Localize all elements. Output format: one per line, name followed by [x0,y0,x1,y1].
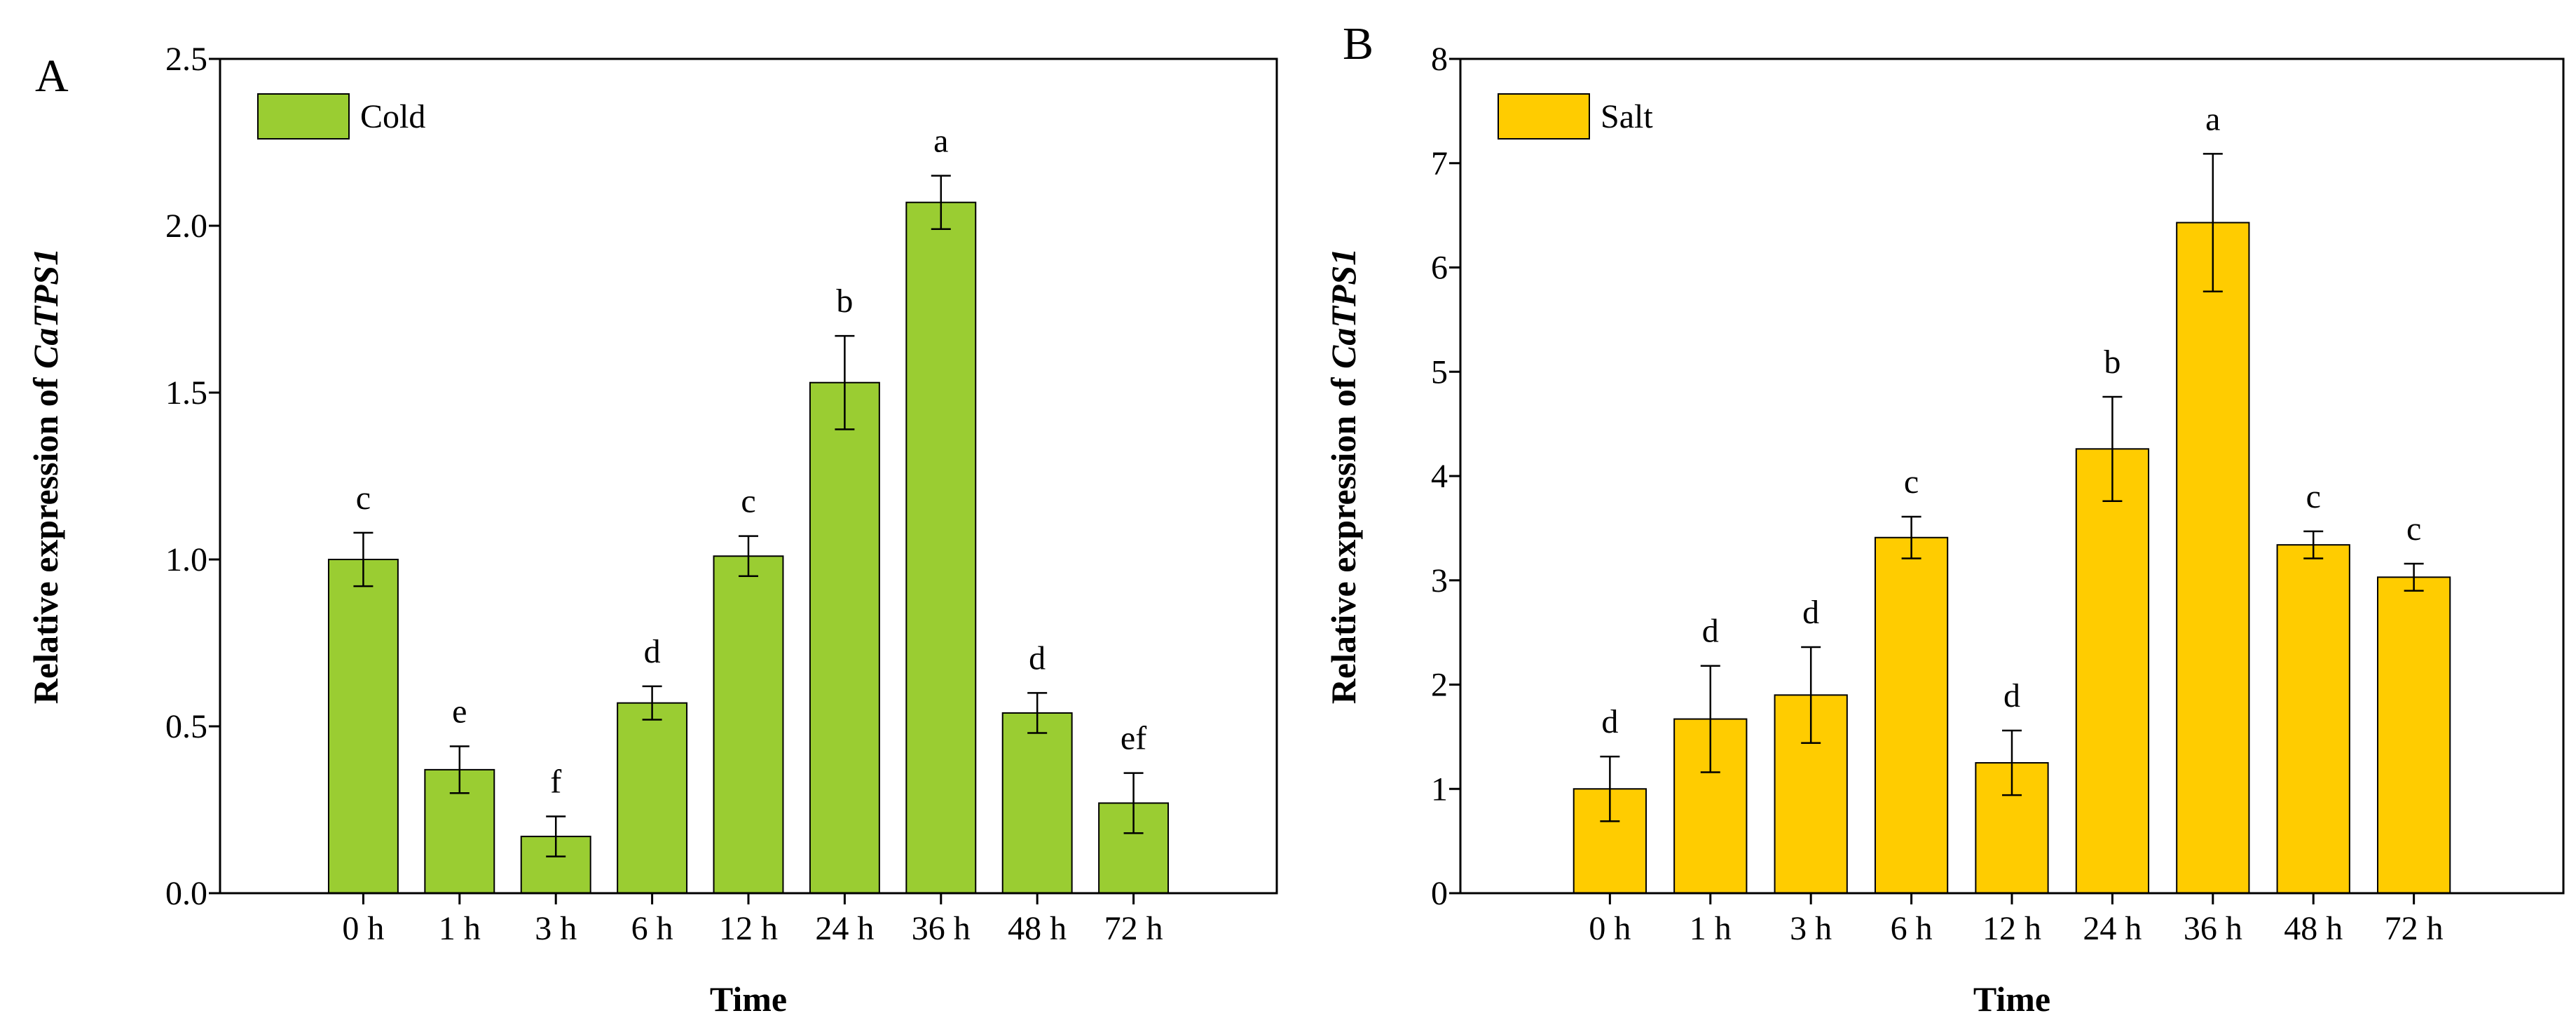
significance-letter: d [1802,594,1819,631]
x-tick-label: 0 h [342,910,384,947]
x-tick-label: 3 h [535,910,577,947]
significance-letter: ef [1121,720,1146,757]
bar [2377,576,2451,894]
bar [327,559,399,894]
significance-letter: a [2205,100,2220,137]
x-tick-label: 12 h [1982,910,2041,947]
panel-label: B [1343,18,1373,69]
significance-letter: f [550,763,561,801]
bar [2075,448,2150,894]
significance-letter: a [933,123,948,160]
plot-frame [1459,57,2565,895]
x-tick-label: 48 h [2284,910,2343,947]
significance-letter: b [836,283,853,320]
bar [713,555,784,894]
y-tick-label: 0 [1431,875,1448,912]
significance-letter: d [1702,613,1719,650]
y-tick-label: 2 [1431,667,1448,704]
significance-letter: e [452,693,467,731]
x-tick-label: 24 h [815,910,874,947]
y-axis-title: Relative expression of CaTPS1 [1324,248,1363,704]
y-tick-label: 4 [1431,458,1448,495]
legend-label: Salt [1601,98,1653,135]
significance-letter: c [356,480,371,517]
bar [2176,222,2250,895]
significance-letter: d [1601,703,1618,740]
x-axis-title: Time [710,979,787,1019]
y-axis-title-gene: CaTPS1 [1324,248,1363,369]
significance-letter: c [741,483,755,520]
y-axis-title: Relative expression of CaTPS1 [26,248,65,704]
x-tick-label: 12 h [719,910,778,947]
bar [809,381,880,894]
x-tick-label: 36 h [912,910,971,947]
panel-label: A [35,50,69,102]
bar [1874,536,1949,894]
significance-letter: c [2406,510,2421,548]
bar [1001,712,1073,895]
x-tick-label: 24 h [2083,910,2142,947]
significance-letter: b [2104,344,2121,381]
x-tick-label: 1 h [439,910,481,947]
y-tick-label: 2.0 [165,208,207,245]
legend-swatch [1498,93,1590,140]
y-tick-label: 7 [1431,145,1448,182]
y-tick-label: 2.5 [165,41,207,78]
y-tick-label: 6 [1431,250,1448,287]
bar [2276,544,2350,894]
x-axis-title: Time [1973,979,2050,1019]
legend-label: Cold [360,98,425,135]
y-tick-label: 1 [1431,770,1448,808]
x-tick-label: 72 h [1104,910,1163,947]
significance-letter: d [1029,639,1046,677]
legend-swatch [257,93,350,140]
y-tick-label: 1.5 [165,374,207,412]
y-axis-title-prefix: Relative expression of [26,369,65,704]
bar [617,702,688,894]
y-tick-label: 8 [1431,41,1448,78]
y-tick-label: 0.5 [165,708,207,745]
y-tick-label: 5 [1431,353,1448,391]
x-tick-label: 1 h [1690,910,1732,947]
x-tick-label: 3 h [1790,910,1832,947]
x-tick-label: 0 h [1589,910,1631,947]
x-tick-label: 72 h [2385,910,2444,947]
panel-a: A 0.0 0.5 1.0 1.5 2.0 2.5 c 0 h e 1 h f 3 h d 6 h c 12 h… [26,41,1278,1019]
y-tick-label: 3 [1431,562,1448,599]
significance-letter: d [644,633,661,670]
x-tick-label: 36 h [2184,910,2242,947]
plot-frame [219,57,1278,895]
y-tick-label: 1.0 [165,541,207,578]
significance-letter: d [2003,677,2020,714]
y-axis-title-prefix: Relative expression of [1324,369,1363,704]
x-tick-label: 6 h [1891,910,1933,947]
significance-letter: c [2306,478,2321,515]
x-tick-label: 48 h [1008,910,1067,947]
panel-b: B 0 1 2 3 4 5 6 7 8 d 0 h d 1 h d 3 h c 6 h d 12 h b 24 h a 36 … [1324,18,2565,1019]
significance-letter: c [1904,463,1919,501]
y-tick-label: 0.0 [165,875,207,912]
x-tick-label: 6 h [631,910,673,947]
bar [905,201,977,894]
y-axis-title-gene: CaTPS1 [26,248,65,369]
